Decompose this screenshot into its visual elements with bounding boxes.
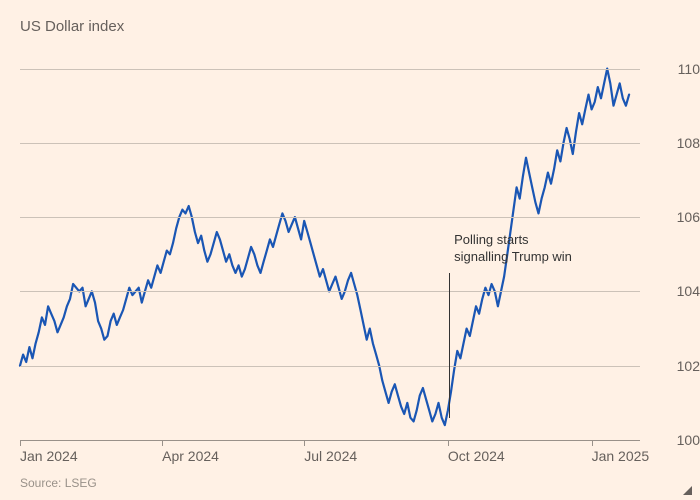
- x-tick-label: Oct 2024: [448, 448, 505, 464]
- source-text: Source: LSEG: [20, 476, 97, 490]
- x-tick-label: Apr 2024: [162, 448, 219, 464]
- gridline: [20, 291, 640, 292]
- gridline: [20, 69, 640, 70]
- gridline: [20, 366, 640, 367]
- annotation-line2: signalling Trump win: [454, 249, 572, 264]
- x-tick-label: Jul 2024: [304, 448, 357, 464]
- chart-title: US Dollar index: [20, 18, 124, 35]
- gridline: [20, 217, 640, 218]
- annotation-line: [449, 273, 450, 418]
- dollar-index-chart: US Dollar index 100102104106108110Jan 20…: [0, 0, 700, 500]
- y-tick-label: 100: [677, 432, 700, 448]
- gridline: [20, 143, 640, 144]
- x-tick-label: Jan 2024: [20, 448, 78, 464]
- x-tick-mark: [448, 440, 449, 446]
- annotation-text: Polling starts signalling Trump win: [454, 232, 572, 266]
- annotation-line1: Polling starts: [454, 232, 528, 247]
- resize-icon: [680, 482, 692, 494]
- x-tick-mark: [20, 440, 21, 446]
- y-tick-label: 104: [677, 283, 700, 299]
- x-tick-mark: [592, 440, 593, 446]
- x-tick-mark: [162, 440, 163, 446]
- y-tick-label: 106: [677, 209, 700, 225]
- y-tick-label: 102: [677, 358, 700, 374]
- y-tick-label: 110: [678, 61, 700, 77]
- gridline: [20, 440, 640, 441]
- x-tick-mark: [304, 440, 305, 446]
- x-tick-label: Jan 2025: [592, 448, 650, 464]
- plot-area: 100102104106108110Jan 2024Apr 2024Jul 20…: [20, 50, 670, 440]
- y-tick-label: 108: [677, 135, 700, 151]
